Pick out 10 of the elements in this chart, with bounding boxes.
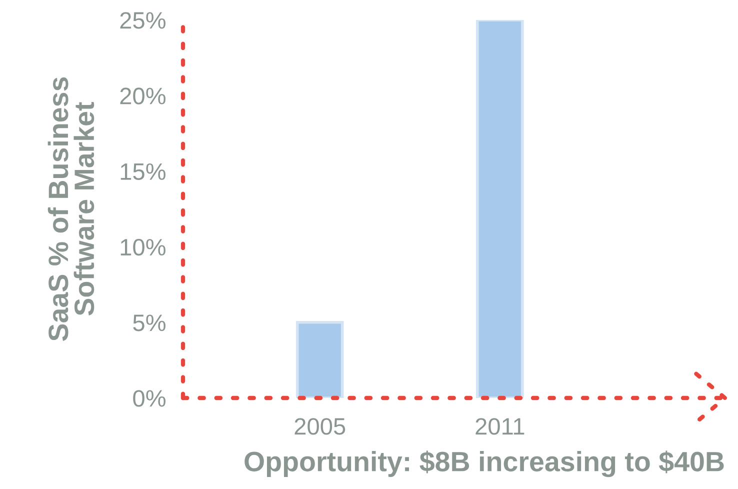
y-tick-label: 0%: [133, 390, 166, 407]
x-tick-label: 2011: [476, 418, 524, 435]
x-tick-label: 2005: [294, 418, 346, 435]
y-tick-label: 10%: [120, 238, 166, 256]
y-axis-title: SaaS % of Business Software Market: [48, 77, 94, 341]
y-tick-label: 5%: [133, 314, 166, 332]
y-tick-label: 15%: [120, 163, 166, 180]
y-tick-label: 20%: [120, 88, 166, 104]
x-axis-title: Opportunity: $8B increasing to $40B: [244, 450, 724, 478]
y-tick-label: 25%: [120, 12, 166, 29]
